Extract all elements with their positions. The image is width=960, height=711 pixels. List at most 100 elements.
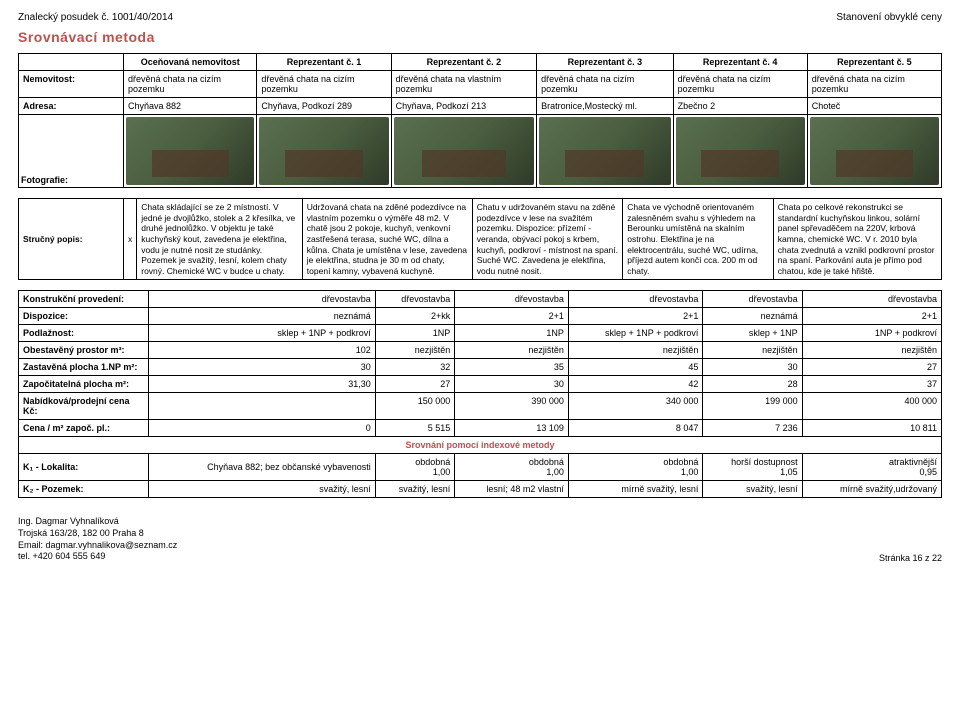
table-row: Adresa: Chyňava 882 Chyňava, Podkozí 289… bbox=[19, 98, 942, 115]
cell: Chata po celkové rekonstrukci se standar… bbox=[773, 199, 941, 280]
cell: 8 047 bbox=[568, 420, 703, 437]
cell: 150 000 bbox=[375, 393, 455, 420]
footer-email: Email: dagmar.vyhnalikova@seznam.cz bbox=[18, 540, 177, 552]
cell: 1NP bbox=[455, 325, 569, 342]
cell: 27 bbox=[375, 376, 455, 393]
k2-row: K₂ - Pozemek:svažitý, lesnísvažitý, lesn… bbox=[19, 481, 942, 498]
cell: obdobná1,00 bbox=[455, 454, 569, 481]
header-row: Oceňovaná nemovitost Reprezentant č. 1 R… bbox=[19, 54, 942, 71]
cell: dřevěná chata na cizím pozemku bbox=[537, 71, 673, 98]
cell: 30 bbox=[455, 376, 569, 393]
cell: mírně svažitý, lesní bbox=[568, 481, 703, 498]
cell: 400 000 bbox=[802, 393, 941, 420]
row-label: K₂ - Pozemek: bbox=[19, 481, 149, 498]
cell: dřevostavba bbox=[149, 291, 376, 308]
photo-cell bbox=[537, 115, 673, 188]
footer-name: Ing. Dagmar Vyhnalíková bbox=[18, 516, 177, 528]
row-label: Zastavěná plocha 1.NP m²: bbox=[19, 359, 149, 376]
cell: Chata ve východně orientovaném zalesněné… bbox=[623, 199, 773, 280]
col-header: Reprezentant č. 3 bbox=[537, 54, 673, 71]
cell: 199 000 bbox=[703, 393, 802, 420]
cell: 30 bbox=[149, 359, 376, 376]
page-footer: Ing. Dagmar Vyhnalíková Trojská 163/28, … bbox=[18, 516, 942, 563]
cell: dřevostavba bbox=[703, 291, 802, 308]
cell: 1NP bbox=[375, 325, 455, 342]
comparison-title-row: Srovnání pomocí indexové metody bbox=[19, 437, 942, 454]
property-photo-icon bbox=[539, 117, 670, 185]
table-row: Započitatelná plocha m²:31,302730422837 bbox=[19, 376, 942, 393]
cell: horší dostupnost1,05 bbox=[703, 454, 802, 481]
photo-row: Fotografie: bbox=[19, 115, 942, 188]
footer-tel: tel. +420 604 555 649 bbox=[18, 551, 177, 563]
cell: 31,30 bbox=[149, 376, 376, 393]
cell: obdobná1,00 bbox=[568, 454, 703, 481]
cell: dřevěná chata na vlastním pozemku bbox=[391, 71, 537, 98]
cell: 340 000 bbox=[568, 393, 703, 420]
cell: Chyňava 882; bez občanské vybavenosti bbox=[149, 454, 376, 481]
cell: 30 bbox=[703, 359, 802, 376]
table-row: Dispozice:neznámá2+kk2+12+1neznámá2+1 bbox=[19, 308, 942, 325]
cell: dřevostavba bbox=[802, 291, 941, 308]
photo-cell bbox=[807, 115, 941, 188]
col-header: Reprezentant č. 2 bbox=[391, 54, 537, 71]
footer-page-number: Stránka 16 z 22 bbox=[879, 553, 942, 563]
comparison-table-header: Oceňovaná nemovitost Reprezentant č. 1 R… bbox=[18, 53, 942, 188]
col-header: Reprezentant č. 1 bbox=[257, 54, 391, 71]
table-row: Nemovitost: dřevěná chata na cizím pozem… bbox=[19, 71, 942, 98]
cell: Chyňava, Podkozí 289 bbox=[257, 98, 391, 115]
cell: lesní; 48 m2 vlastní bbox=[455, 481, 569, 498]
cell: 0 bbox=[149, 420, 376, 437]
cell: dřevostavba bbox=[455, 291, 569, 308]
method-title: Srovnávací metoda bbox=[18, 29, 942, 45]
table-row: Zastavěná plocha 1.NP m²:303235453027 bbox=[19, 359, 942, 376]
cell: nezjištěn bbox=[802, 342, 941, 359]
table-row: Konstrukční provedení:dřevostavbadřevost… bbox=[19, 291, 942, 308]
cell: 2+1 bbox=[455, 308, 569, 325]
cell: nezjištěn bbox=[568, 342, 703, 359]
cell: sklep + 1NP + podkroví bbox=[149, 325, 376, 342]
description-table: Stručný popis: x Chata skládající se ze … bbox=[18, 198, 942, 280]
cell: 7 236 bbox=[703, 420, 802, 437]
cell: obdobná1,00 bbox=[375, 454, 455, 481]
row-label: Nabídková/prodejní cena Kč: bbox=[19, 393, 149, 420]
property-photo-icon bbox=[810, 117, 939, 185]
photo-cell bbox=[673, 115, 807, 188]
cell: dřevostavba bbox=[375, 291, 455, 308]
cell: 5 515 bbox=[375, 420, 455, 437]
cell: sklep + 1NP bbox=[703, 325, 802, 342]
cell: Zbečno 2 bbox=[673, 98, 807, 115]
cell bbox=[149, 393, 376, 420]
table-row: Nabídková/prodejní cena Kč:150 000390 00… bbox=[19, 393, 942, 420]
row-label: Stručný popis: bbox=[19, 199, 124, 280]
description-row: Stručný popis: x Chata skládající se ze … bbox=[19, 199, 942, 280]
header-left: Znalecký posudek č. 1001/40/2014 bbox=[18, 12, 173, 23]
col-header: Oceňovaná nemovitost bbox=[124, 54, 257, 71]
cell: nezjištěn bbox=[455, 342, 569, 359]
cell: 35 bbox=[455, 359, 569, 376]
footer-author: Ing. Dagmar Vyhnalíková Trojská 163/28, … bbox=[18, 516, 177, 563]
row-label: Konstrukční provedení: bbox=[19, 291, 149, 308]
property-photo-icon bbox=[259, 117, 388, 185]
cell: 45 bbox=[568, 359, 703, 376]
cell: Chatu v udržovaném stavu na zděné podezd… bbox=[472, 199, 623, 280]
cell: 1NP + podkroví bbox=[802, 325, 941, 342]
cell: 102 bbox=[149, 342, 376, 359]
table-row: Obestavěný prostor m³:102nezjištěnnezjiš… bbox=[19, 342, 942, 359]
cell: 2+kk bbox=[375, 308, 455, 325]
cell: nezjištěn bbox=[703, 342, 802, 359]
row-label: Obestavěný prostor m³: bbox=[19, 342, 149, 359]
cell: nezjištěn bbox=[375, 342, 455, 359]
header-right: Stanovení obvyklé ceny bbox=[836, 12, 942, 23]
cell: 32 bbox=[375, 359, 455, 376]
property-photo-icon bbox=[126, 117, 254, 185]
photo-label: Fotografie: bbox=[19, 115, 124, 188]
cell: svažitý, lesní bbox=[703, 481, 802, 498]
photo-cell bbox=[257, 115, 391, 188]
cell: neznámá bbox=[149, 308, 376, 325]
cell: 42 bbox=[568, 376, 703, 393]
cell: Chyňava 882 bbox=[124, 98, 257, 115]
row-label: Cena / m² započ. pl.: bbox=[19, 420, 149, 437]
cell: Udržovaná chata na zděné podezdívce na v… bbox=[302, 199, 472, 280]
photo-cell bbox=[124, 115, 257, 188]
cell: Bratronice,Mostecký ml. bbox=[537, 98, 673, 115]
